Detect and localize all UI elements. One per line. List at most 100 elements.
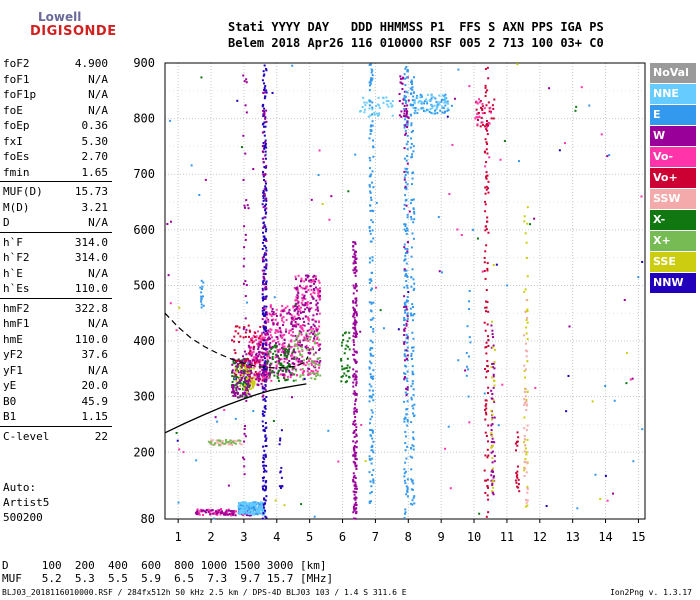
echo-point — [249, 382, 252, 385]
echo-trace-point — [263, 97, 266, 100]
echo-trace-point — [354, 360, 357, 363]
echo-trace-point — [485, 148, 488, 151]
echo-trace-point — [262, 364, 265, 367]
echo-trace-point — [404, 508, 407, 511]
echo-trace-point — [410, 131, 413, 134]
echo-trace-point — [369, 354, 372, 357]
echo-trace-point — [406, 388, 409, 391]
echo-trace-point — [403, 147, 406, 150]
echo-point — [252, 383, 255, 386]
echo-trace-point — [404, 167, 407, 170]
echo-point — [196, 508, 199, 511]
echo-point — [266, 362, 269, 365]
echo-trace-point — [486, 485, 489, 488]
echo-point — [223, 442, 226, 445]
echo-trace-point — [370, 485, 373, 488]
echo-trace-point — [525, 342, 528, 345]
echo-point — [292, 334, 295, 337]
echo-trace-point — [262, 141, 265, 144]
echo-trace-point — [262, 367, 265, 370]
echo-trace-point — [517, 486, 520, 489]
echo-trace-point — [493, 348, 496, 351]
echo-point — [294, 379, 297, 382]
echo-trace-point — [371, 271, 374, 274]
echo-trace-point — [261, 287, 264, 290]
echo-trace-point — [406, 320, 409, 323]
echo-trace-point — [261, 345, 264, 348]
echo-point — [243, 393, 246, 396]
echo-trace-point — [263, 91, 266, 94]
echo-point — [231, 512, 234, 515]
echo-trace-point — [264, 368, 267, 371]
echo-trace-point — [263, 430, 266, 433]
echo-trace-point — [484, 310, 487, 313]
echo-trace-point — [355, 491, 358, 494]
echo-point — [243, 396, 246, 399]
echo-point — [574, 109, 577, 112]
echo-point — [453, 97, 456, 100]
echo-trace-point — [487, 231, 490, 234]
echo-point — [296, 305, 299, 308]
echo-trace-point — [406, 119, 409, 122]
echo-trace-point — [263, 147, 266, 150]
echo-trace-point — [264, 353, 267, 356]
echo-point — [273, 339, 276, 342]
echo-point — [260, 338, 263, 341]
echo-point — [430, 104, 433, 107]
echo-point — [233, 391, 236, 394]
echo-point — [295, 296, 298, 299]
echo-point — [558, 149, 561, 152]
echo-trace-point — [410, 122, 413, 125]
echo-point — [456, 228, 459, 231]
echo-trace-point — [413, 414, 416, 417]
echo-trace-point — [405, 337, 408, 340]
echo-point — [290, 320, 293, 323]
echo-trace-point — [370, 376, 373, 379]
echo-point — [315, 334, 318, 337]
echo-trace-point — [264, 509, 267, 512]
echo-point — [265, 375, 268, 378]
echo-point — [267, 336, 270, 339]
echo-point — [268, 350, 271, 353]
echo-point — [247, 207, 250, 210]
echo-point — [291, 331, 294, 334]
param-name: MUF(D) — [3, 185, 43, 198]
echo-trace-point — [486, 152, 489, 155]
echo-trace-point — [262, 91, 265, 94]
echo-point — [239, 511, 242, 514]
echo-trace-point — [410, 216, 413, 219]
echo-point — [304, 345, 307, 348]
echo-point — [340, 375, 343, 378]
echo-trace-point — [261, 296, 264, 299]
echo-point — [347, 345, 350, 348]
echo-trace-point — [264, 384, 267, 387]
echo-point — [266, 348, 269, 351]
echo-point — [257, 344, 260, 347]
echo-point — [307, 289, 310, 292]
echo-point — [293, 340, 296, 343]
echo-trace-point — [265, 146, 268, 149]
echo-point — [290, 352, 293, 355]
echo-trace-point — [355, 370, 358, 373]
echo-point — [248, 366, 251, 369]
echo-trace-point — [369, 173, 372, 176]
echo-point — [228, 509, 231, 512]
echo-trace-point — [525, 505, 528, 508]
echo-trace-point — [523, 438, 526, 441]
echo-point — [275, 308, 278, 311]
echo-point — [567, 374, 570, 377]
echo-point — [290, 322, 293, 325]
echo-trace-point — [516, 465, 519, 468]
echo-point — [303, 337, 306, 340]
echo-point — [305, 333, 308, 336]
echo-trace-point — [369, 80, 372, 83]
echo-point — [285, 328, 288, 331]
echo-point — [221, 511, 224, 514]
echo-trace-point — [409, 202, 412, 205]
echo-point — [312, 280, 315, 283]
echo-point — [248, 510, 251, 513]
echo-trace-point — [353, 484, 356, 487]
echo-trace-point — [369, 209, 372, 212]
param-value: 22 — [94, 429, 108, 443]
echo-trace-point — [403, 516, 406, 519]
